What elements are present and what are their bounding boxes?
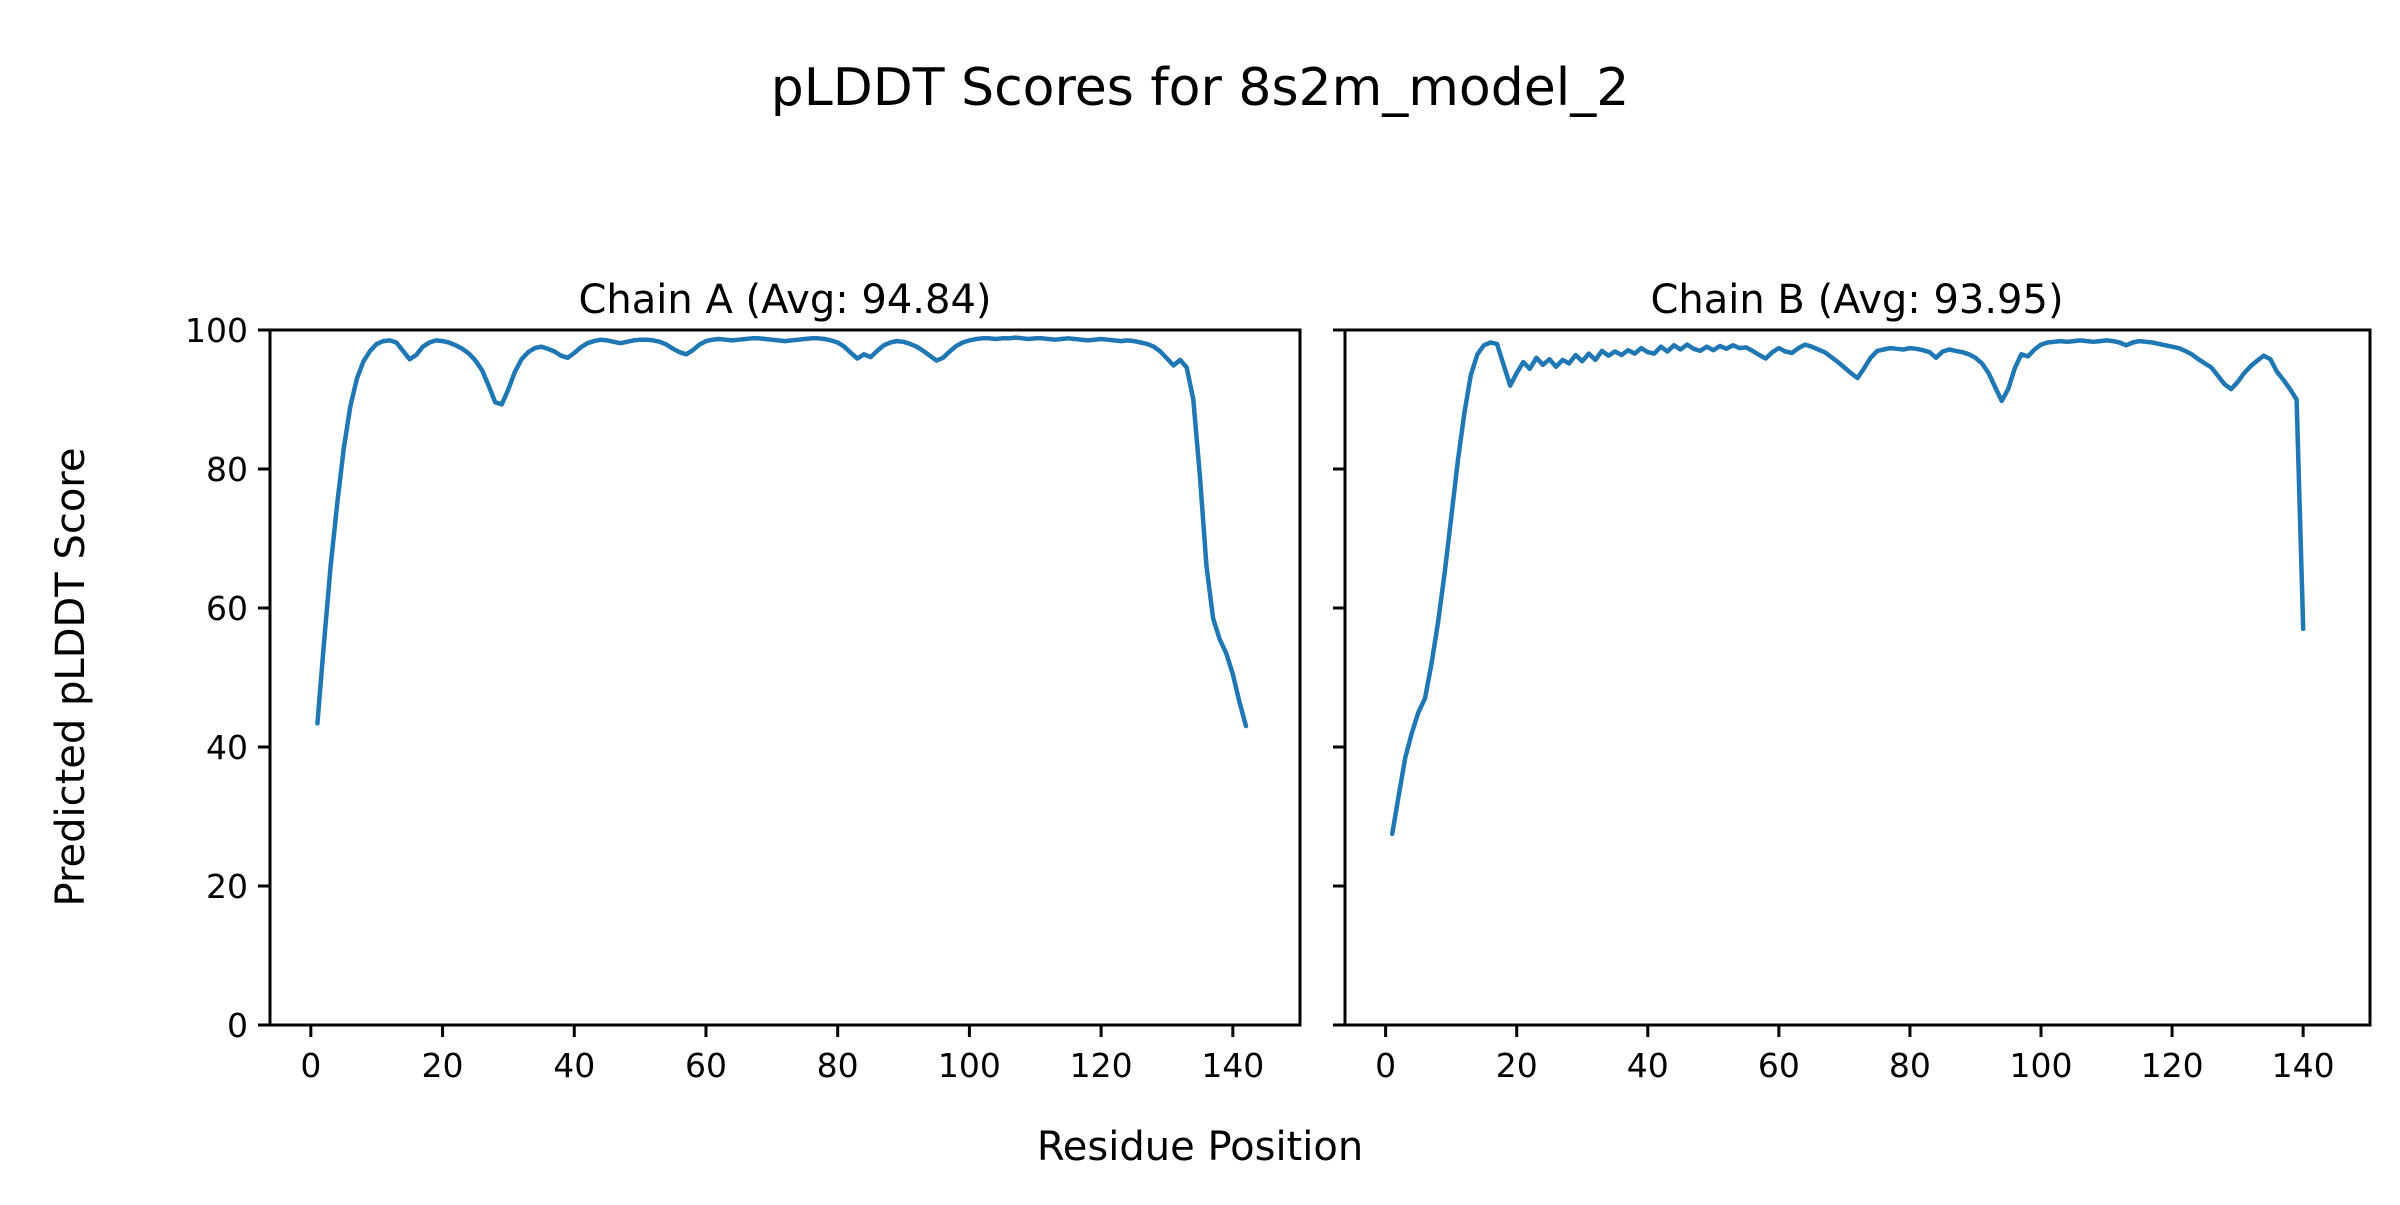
y-tick-label: 80 bbox=[206, 450, 248, 489]
y-tick-label: 0 bbox=[227, 1006, 248, 1045]
axes-spines bbox=[1343, 328, 2372, 1027]
x-tick-label: 20 bbox=[422, 1046, 464, 1085]
y-tick-label: 100 bbox=[185, 311, 248, 350]
x-tick-label: 20 bbox=[1496, 1046, 1538, 1085]
figure-title: pLDDT Scores for 8s2m_model_2 bbox=[771, 58, 1630, 118]
axes-spines bbox=[268, 328, 1302, 1027]
x-tick-label: 100 bbox=[2010, 1046, 2073, 1085]
x-tick-label: 40 bbox=[553, 1046, 595, 1085]
y-tick-label: 40 bbox=[206, 728, 248, 767]
y-axis-label: Predicted pLDDT Score bbox=[48, 448, 94, 907]
y-tick-label: 20 bbox=[206, 867, 248, 906]
chain-a-axes: 0 20 40 60 80 100 120 140 0 20 40 60 80 100 bbox=[185, 311, 1302, 1085]
x-tick-label: 80 bbox=[817, 1046, 859, 1085]
x-tick-label: 0 bbox=[1375, 1046, 1396, 1085]
panel-a-title: Chain A (Avg: 94.84) bbox=[578, 277, 991, 323]
x-tick-label: 40 bbox=[1627, 1046, 1669, 1085]
x-tick-label: 120 bbox=[2141, 1046, 2204, 1085]
plddt-line-chain-a bbox=[315, 335, 1249, 729]
x-tick-label: 60 bbox=[1758, 1046, 1800, 1085]
x-tick-label: 60 bbox=[685, 1046, 727, 1085]
x-tick-label: 120 bbox=[1070, 1046, 1133, 1085]
panel-b-title: Chain B (Avg: 93.95) bbox=[1650, 277, 2063, 323]
chain-b-axes: 0 20 40 60 80 100 120 140 bbox=[1333, 328, 2372, 1085]
x-tick-label: 140 bbox=[1201, 1046, 1264, 1085]
x-tick-label: 140 bbox=[2272, 1046, 2335, 1085]
plddt-line-chain-b bbox=[1389, 338, 2306, 837]
x-tick-label: 0 bbox=[300, 1046, 321, 1085]
x-tick-label: 100 bbox=[938, 1046, 1001, 1085]
x-axis-label: Residue Position bbox=[1037, 1124, 1363, 1170]
x-tick-label: 80 bbox=[1889, 1046, 1931, 1085]
y-tick-label: 60 bbox=[206, 589, 248, 628]
